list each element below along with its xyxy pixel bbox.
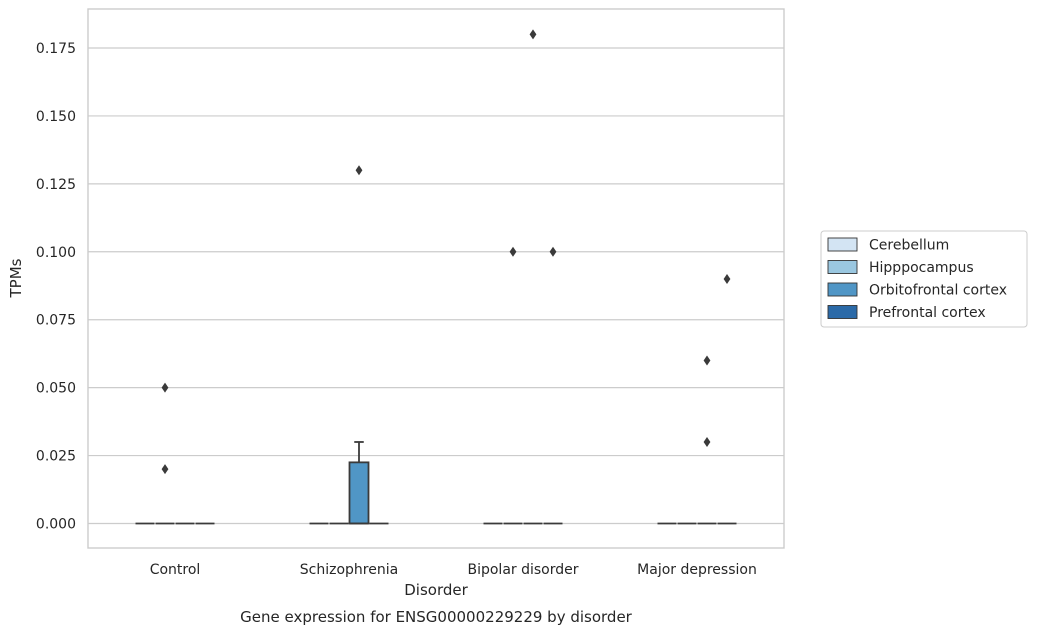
legend-swatch (827, 260, 858, 274)
legend-label: Orbitofrontal cortex (869, 283, 1007, 299)
legend-label: Prefrontal cortex (869, 305, 986, 321)
y-tick-label: 0.150 (36, 109, 76, 125)
y-tick-label: 0.025 (36, 449, 76, 465)
x-tick-label: Major depression (637, 562, 757, 578)
box-orbitofrontal-cortex (523, 29, 543, 525)
outlier-point (355, 165, 363, 176)
legend-item: Hipppocampus (827, 260, 974, 276)
legend-frame (820, 230, 1028, 328)
outlier-point (703, 436, 711, 447)
y-tick-label: 0.050 (36, 381, 76, 397)
box-hipppocampus (503, 246, 523, 525)
box-prefrontal-cortex (717, 273, 737, 525)
x-tick-labels: Control Schizophrenia Bipolar disorder Majo… (150, 562, 757, 578)
y-tick-label: 0.175 (36, 41, 76, 57)
y-tick-label: 0.100 (36, 245, 76, 261)
y-tick-label: 0.000 (36, 517, 76, 533)
x-tick-label: Control (150, 562, 201, 578)
outlier-point (723, 273, 731, 284)
legend-swatch (827, 282, 858, 297)
chart-title: Gene expression for ENSG00000229229 by d… (240, 608, 633, 626)
y-tick-label: 0.075 (36, 313, 76, 329)
outlier-point (549, 246, 557, 257)
x-axis-title: Disorder (404, 581, 468, 599)
box-hipppocampus (155, 382, 175, 525)
x-tick-label: Bipolar disorder (467, 562, 578, 578)
legend-item: Cerebellum (827, 237, 949, 254)
box-orbitofrontal-cortex (697, 355, 717, 525)
legend-item: Orbitofrontal cortex (827, 282, 1007, 299)
outlier-point (703, 355, 711, 366)
box-prefrontal-cortex (543, 246, 563, 525)
outlier-point (529, 29, 537, 40)
box-plot-boxes (135, 29, 737, 525)
outlier-point (161, 382, 169, 393)
legend-label: Cerebellum (869, 238, 949, 254)
plot-frame (87, 8, 785, 549)
legend-swatch (827, 305, 858, 319)
x-tick-label: Schizophrenia (300, 562, 398, 578)
y-axis-title: TPMs (7, 258, 25, 298)
outlier-point (161, 464, 169, 475)
legend-swatch (827, 237, 858, 252)
legend: Cerebellum Hipppocampus Orbitofrontal cort… (820, 230, 1028, 328)
y-tick-labels: 0.000 0.025 0.050 0.075 0.100 0.125 0.150 0.175 (36, 41, 76, 533)
y-tick-label: 0.125 (36, 177, 76, 193)
grid-lines (88, 47, 784, 525)
outlier-point (509, 246, 517, 257)
box-orbitofrontal-cortex (348, 165, 370, 525)
legend-item: Prefrontal cortex (827, 305, 986, 321)
legend-label: Hipppocampus (869, 260, 974, 276)
box-body (348, 461, 370, 525)
